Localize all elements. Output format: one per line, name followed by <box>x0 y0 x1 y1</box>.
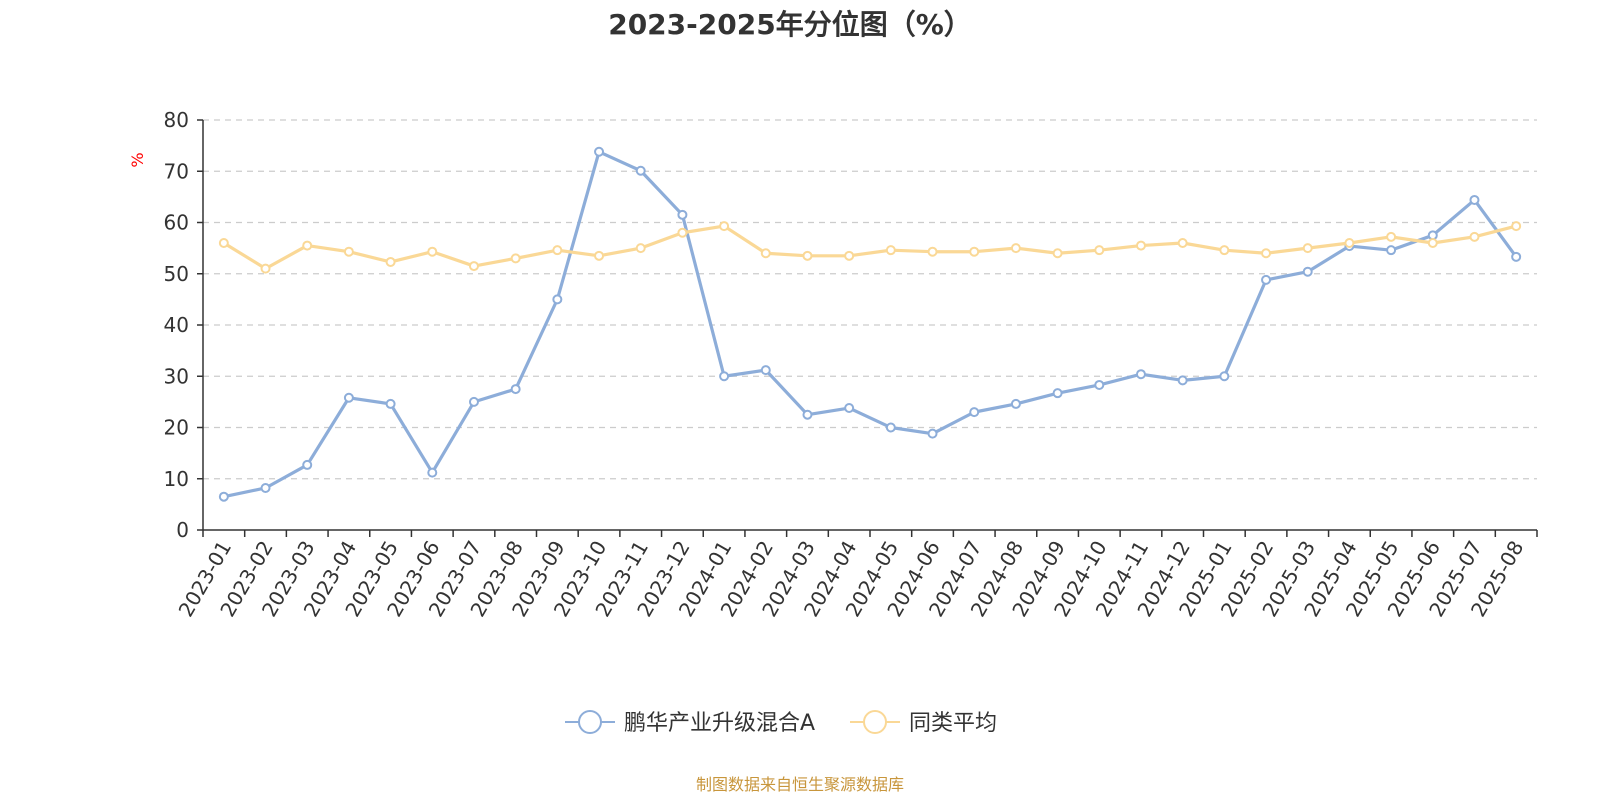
data-point[interactable] <box>1261 248 1272 259</box>
data-point[interactable] <box>635 243 646 254</box>
data-point[interactable] <box>1135 240 1146 251</box>
data-point[interactable] <box>302 459 313 470</box>
data-point[interactable] <box>927 246 938 257</box>
y-tick-label: 40 <box>164 313 189 337</box>
data-point[interactable] <box>1469 194 1480 205</box>
series-line <box>223 224 1517 271</box>
data-point[interactable] <box>427 467 438 478</box>
data-point[interactable] <box>885 245 896 256</box>
data-point[interactable] <box>1177 375 1188 386</box>
y-tick-label: 80 <box>164 108 189 132</box>
data-point[interactable] <box>1344 238 1355 248</box>
data-point[interactable] <box>468 261 479 272</box>
data-point[interactable] <box>802 250 813 261</box>
data-point[interactable] <box>552 245 563 256</box>
data-point[interactable] <box>844 250 855 261</box>
data-point[interactable] <box>969 407 980 418</box>
data-point[interactable] <box>1427 238 1438 248</box>
data-point[interactable] <box>927 428 938 439</box>
y-tick-label: 70 <box>164 159 189 183</box>
data-point[interactable] <box>1302 266 1313 277</box>
data-point[interactable] <box>468 396 479 407</box>
data-point[interactable] <box>760 248 771 259</box>
y-tick-label: 20 <box>164 416 189 440</box>
data-point[interactable] <box>719 371 730 382</box>
data-point[interactable] <box>1469 231 1480 242</box>
y-axis-unit: % <box>128 152 147 167</box>
data-point[interactable] <box>1386 231 1397 242</box>
data-point[interactable] <box>1135 369 1146 380</box>
data-point[interactable] <box>343 392 354 403</box>
legend-label: 同类平均 <box>909 711 997 736</box>
data-point[interactable] <box>1511 251 1522 262</box>
series-line <box>223 150 1518 499</box>
series-1 <box>218 221 1522 274</box>
data-point[interactable] <box>510 384 521 395</box>
source-note: 制图数据来自恒生聚源数据库 <box>696 775 904 794</box>
data-point[interactable] <box>385 256 396 267</box>
data-point[interactable] <box>260 263 271 274</box>
data-point[interactable] <box>302 240 313 251</box>
data-point[interactable] <box>343 246 354 257</box>
data-point[interactable] <box>760 365 771 376</box>
y-axis-ticks: 0 10 20 30 40 50 60 70 80 <box>164 108 203 542</box>
data-point[interactable] <box>1094 245 1105 256</box>
data-point[interactable] <box>510 253 521 264</box>
data-point[interactable] <box>719 221 730 232</box>
data-point[interactable] <box>1511 221 1522 232</box>
legend-item[interactable]: 鹏华产业升级混合A <box>565 710 815 736</box>
data-point[interactable] <box>885 422 896 433</box>
series-0 <box>218 146 1522 502</box>
data-point[interactable] <box>1261 274 1272 285</box>
x-axis-ticks: 2023-012023-022023-032023-042023-052023-… <box>174 530 1538 621</box>
y-tick-label: 10 <box>164 467 189 491</box>
legend-marker <box>863 710 887 734</box>
data-point[interactable] <box>1094 379 1105 390</box>
chart-title: 2023-2025年分位图（%） <box>608 8 972 41</box>
legend-item[interactable]: 同类平均 <box>850 710 997 736</box>
data-point[interactable] <box>677 209 688 220</box>
data-point[interactable] <box>969 246 980 257</box>
data-point[interactable] <box>260 482 271 493</box>
series-lines <box>218 146 1522 502</box>
data-point[interactable] <box>594 250 605 261</box>
y-tick-label: 60 <box>164 211 189 235</box>
data-point[interactable] <box>1010 243 1021 254</box>
legend[interactable]: 鹏华产业升级混合A 同类平均 <box>565 710 997 736</box>
data-point[interactable] <box>594 146 605 157</box>
data-point[interactable] <box>218 491 229 502</box>
data-point[interactable] <box>802 409 813 420</box>
data-point[interactable] <box>1219 371 1230 382</box>
data-point[interactable] <box>1177 238 1188 248</box>
data-point[interactable] <box>552 294 563 305</box>
data-point[interactable] <box>1052 248 1063 259</box>
y-tick-label: 50 <box>164 262 189 286</box>
data-point[interactable] <box>1052 388 1063 399</box>
y-tick-label: 0 <box>176 518 189 542</box>
data-point[interactable] <box>218 238 229 248</box>
y-tick-label: 30 <box>164 364 189 388</box>
data-point[interactable] <box>677 227 688 238</box>
legend-marker <box>578 710 602 734</box>
data-point[interactable] <box>1386 245 1397 256</box>
data-point[interactable] <box>844 403 855 414</box>
data-point[interactable] <box>1010 398 1021 409</box>
data-point[interactable] <box>427 246 438 257</box>
data-point[interactable] <box>1219 245 1230 256</box>
data-point[interactable] <box>1302 243 1313 254</box>
data-point[interactable] <box>635 165 646 176</box>
grid-lines <box>203 119 1537 480</box>
data-point[interactable] <box>385 398 396 409</box>
legend-label: 鹏华产业升级混合A <box>624 711 815 736</box>
